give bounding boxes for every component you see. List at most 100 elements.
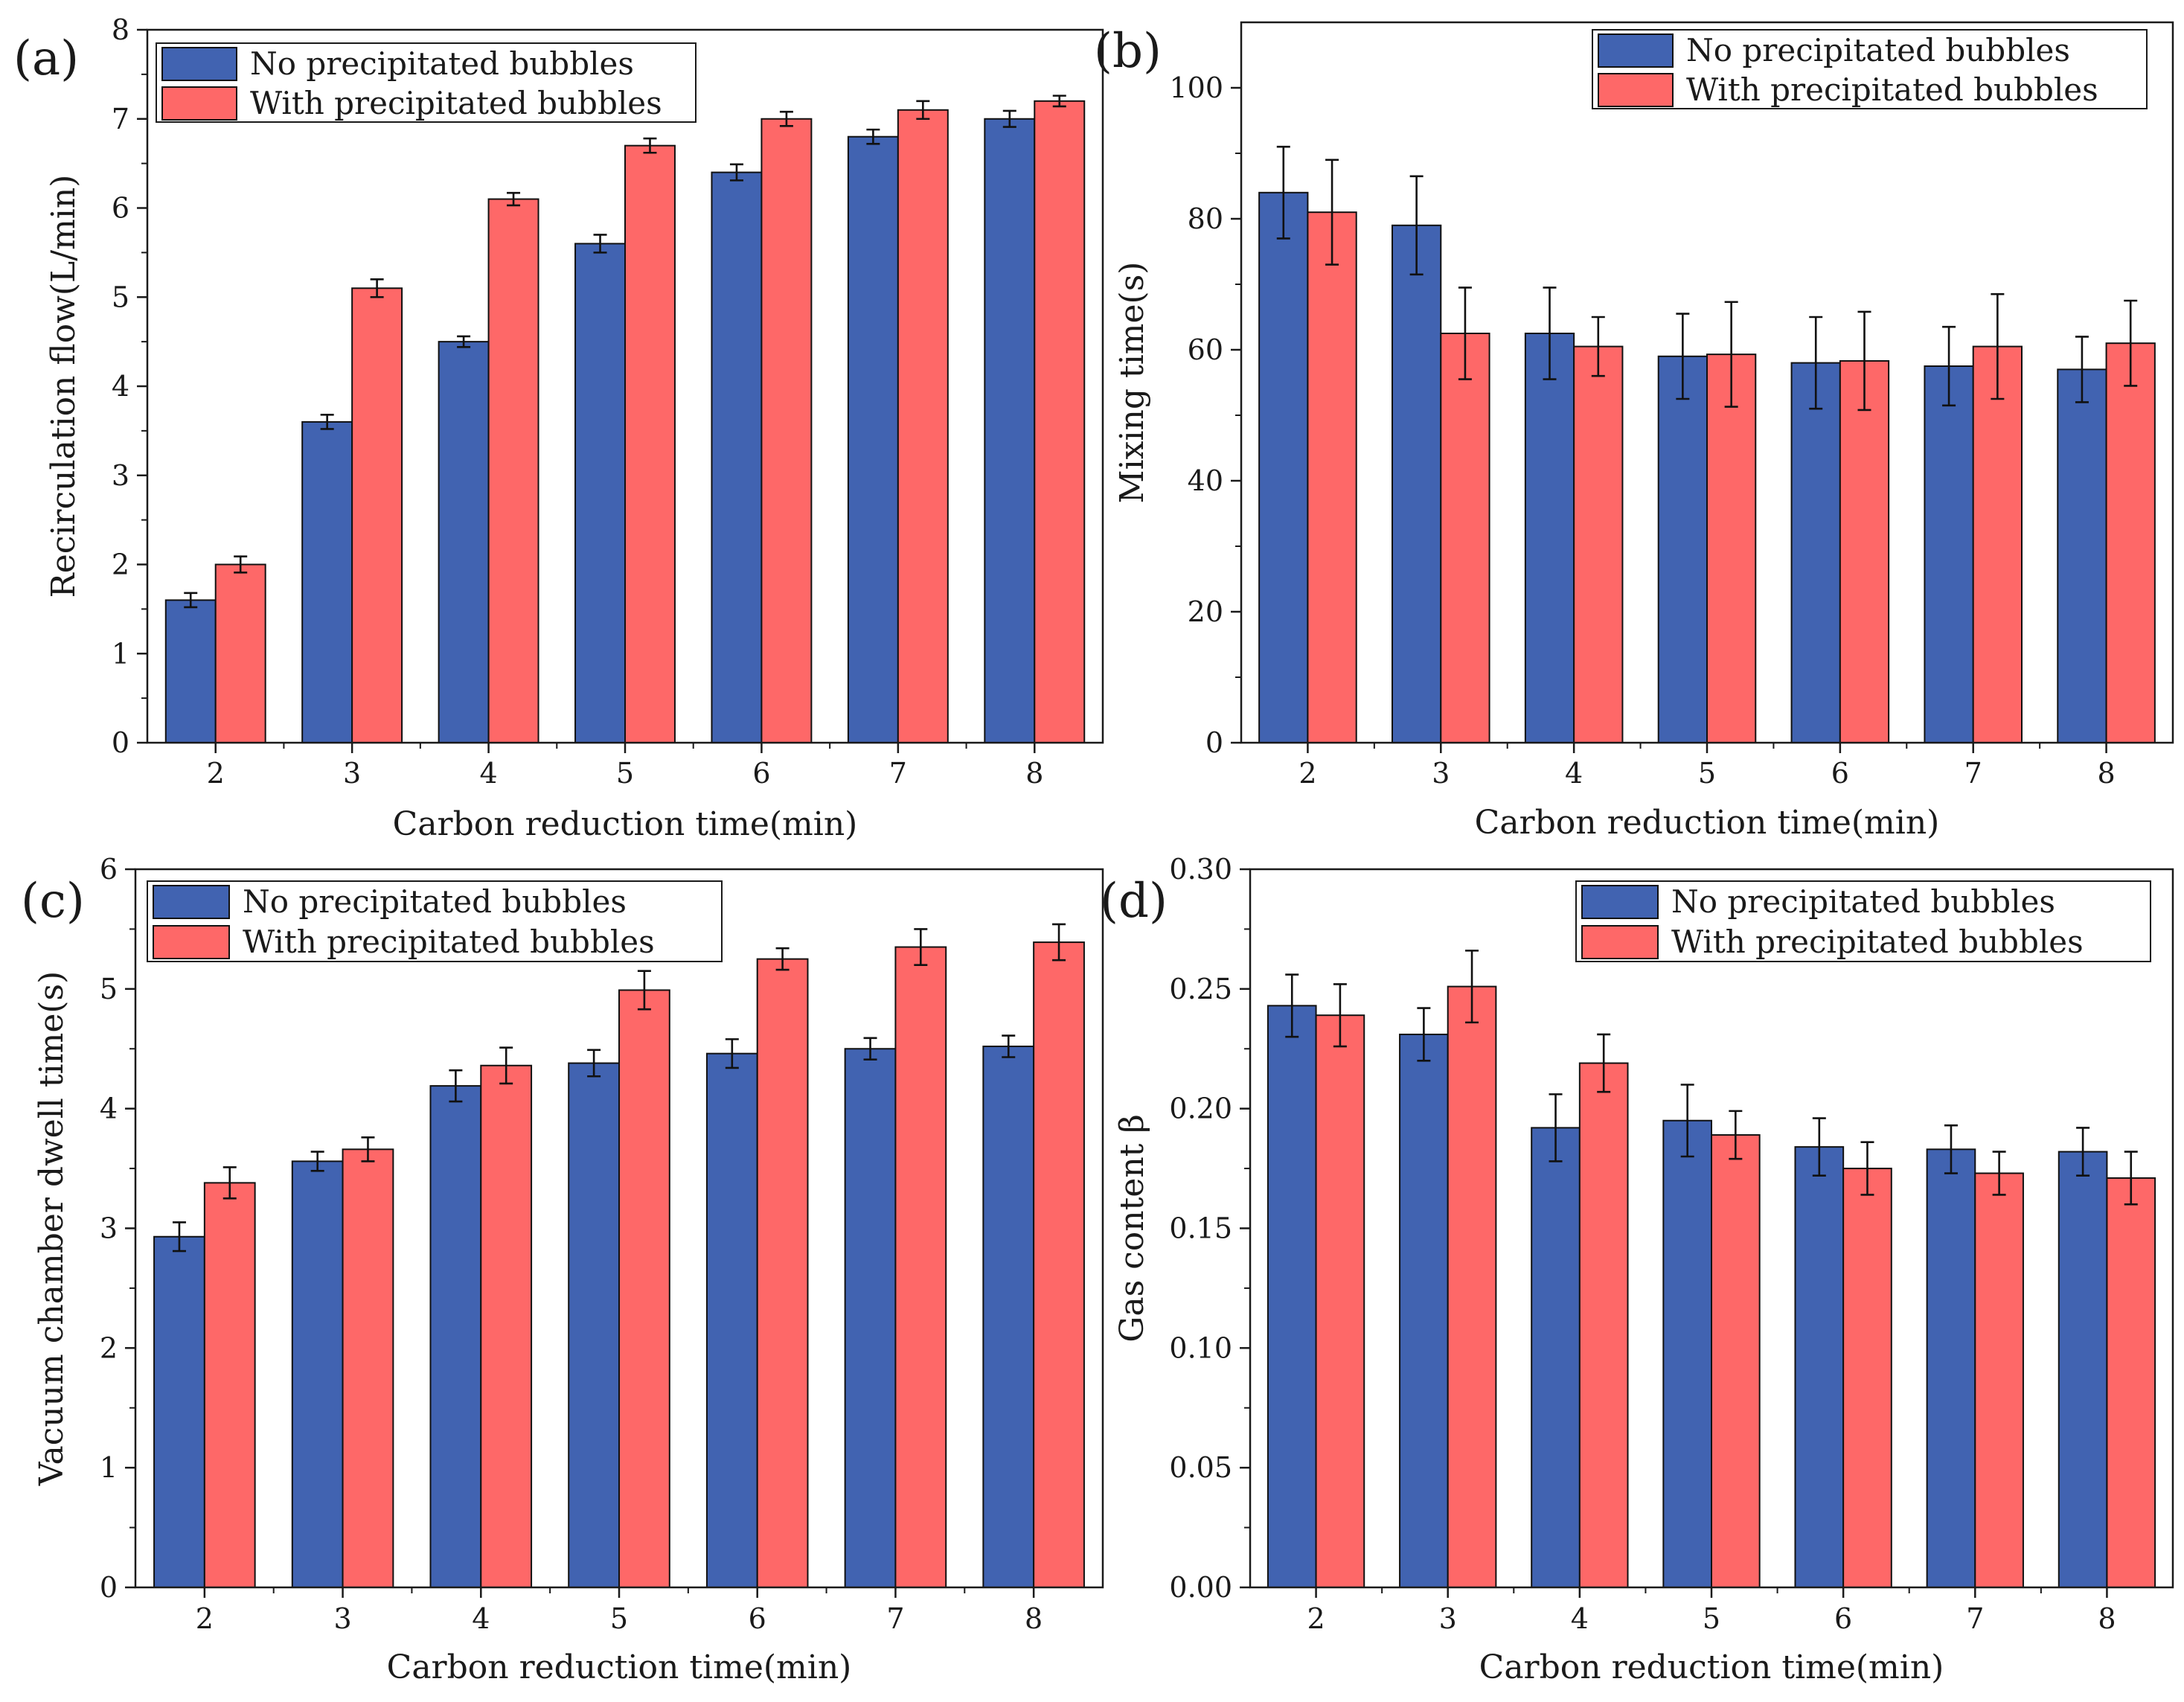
y-tick-label: 4	[100, 1092, 118, 1125]
bar-with-bubbles-6	[760, 118, 813, 743]
error-bar-with-bubbles-7	[1992, 1151, 2006, 1196]
bar-with-bubbles-2	[1307, 211, 1357, 743]
bar-no-bubbles-7	[1926, 1148, 1976, 1588]
error-bar-with-bubbles-5	[1724, 301, 1738, 408]
error-bar-with-bubbles-7	[916, 100, 930, 121]
legend-box	[147, 880, 723, 962]
error-bar-with-bubbles-5	[637, 970, 651, 1011]
x-tick-label: 8	[1025, 757, 1043, 790]
chart-panel-d: (d) 0.00 0.05 0.10 0.15 0.20 0.25 0.30 2 3 4 5 6 7 8 Ca…	[1100, 853, 2174, 1686]
error-bar-no-bubbles-2	[1285, 973, 1299, 1038]
x-axis-title: Carbon reduction time(min)	[1479, 1648, 1944, 1686]
y-tick-label: 40	[1188, 464, 1223, 497]
error-bar-with-bubbles-3	[370, 278, 384, 298]
bar-no-bubbles-5	[568, 1062, 621, 1589]
x-tick-label: 6	[1831, 757, 1849, 790]
bar-no-bubbles-8	[2057, 1151, 2108, 1588]
y-tick-label: 3	[112, 459, 129, 492]
legend-swatch-with-bubbles	[1581, 925, 1659, 959]
bar-with-bubbles-7	[894, 946, 947, 1588]
x-tick-label: 2	[196, 1602, 214, 1635]
error-bar-no-bubbles-8	[2075, 336, 2089, 403]
y-tick-label: 0.05	[1169, 1451, 1232, 1484]
error-bar-with-bubbles-4	[499, 1046, 513, 1085]
x-tick-label: 5	[1703, 1602, 1720, 1635]
x-tick-label: 8	[1025, 1602, 1043, 1635]
bar-no-bubbles-3	[291, 1160, 344, 1588]
x-tick-label: 4	[1571, 1602, 1589, 1635]
chart-panel-c: (c) 0 1 2 3 4 5 6 2 3 4 5 6 7 8 Carbon reduction time(m…	[21, 853, 1104, 1686]
bar-with-bubbles-5	[618, 989, 670, 1588]
legend-swatch-with-bubbles	[161, 86, 237, 121]
error-bar-no-bubbles-8	[1002, 1034, 1016, 1058]
x-tick-label: 4	[479, 757, 497, 790]
y-tick-label: 0.15	[1169, 1212, 1232, 1245]
error-bar-with-bubbles-4	[1591, 316, 1605, 377]
bar-with-bubbles-3	[342, 1148, 394, 1588]
legend: No precipitated bubbles With precipitated…	[1575, 880, 2151, 962]
y-axis-title: Vacuum chamber dwell time(s)	[33, 971, 71, 1487]
legend-swatch-with-bubbles	[1598, 73, 1674, 107]
bar-with-bubbles-8	[2106, 1177, 2156, 1588]
y-tick-label: 6	[112, 192, 129, 225]
error-bar-with-bubbles-2	[234, 555, 248, 574]
error-bar-with-bubbles-5	[643, 137, 657, 154]
panel-label: (d)	[1100, 874, 1168, 929]
x-tick-label: 3	[333, 1602, 351, 1635]
legend-label-no-bubbles: No precipitated bubbles	[250, 45, 634, 82]
bar-with-bubbles-7	[897, 109, 949, 743]
legend-box	[1575, 880, 2151, 962]
error-bar-no-bubbles-2	[184, 592, 198, 609]
y-tick-label: 20	[1188, 595, 1223, 628]
error-bar-no-bubbles-6	[1809, 316, 1823, 410]
legend-label-no-bubbles: No precipitated bubbles	[1671, 883, 2055, 920]
error-bar-no-bubbles-4	[1543, 287, 1557, 380]
x-tick-label: 5	[616, 757, 634, 790]
x-tick-label: 6	[749, 1602, 766, 1635]
error-bar-no-bubbles-7	[1944, 1124, 1958, 1174]
bar-no-bubbles-3	[1392, 224, 1442, 743]
bar-with-bubbles-6	[1842, 1168, 1892, 1589]
bar-with-bubbles-6	[756, 958, 809, 1588]
error-bar-with-bubbles-6	[1857, 310, 1871, 412]
bar-no-bubbles-3	[1399, 1033, 1449, 1588]
bar-no-bubbles-7	[844, 1048, 897, 1588]
error-bar-no-bubbles-5	[593, 234, 607, 254]
y-axis-title: Mixing time(s)	[1113, 262, 1151, 504]
x-tick-label: 2	[1298, 757, 1316, 790]
x-tick-label: 6	[1834, 1602, 1852, 1635]
bar-no-bubbles-4	[429, 1085, 482, 1588]
legend-label-no-bubbles: No precipitated bubbles	[1686, 32, 2070, 68]
error-bar-no-bubbles-4	[449, 1069, 463, 1103]
bar-no-bubbles-6	[1794, 1146, 1845, 1588]
error-bar-no-bubbles-3	[1417, 1007, 1431, 1062]
legend: No precipitated bubbles With precipitated…	[147, 880, 723, 962]
bar-no-bubbles-7	[1924, 365, 1974, 743]
error-bar-with-bubbles-8	[1052, 923, 1066, 962]
error-bar-with-bubbles-3	[1458, 287, 1472, 380]
bar-with-bubbles-4	[480, 1064, 533, 1589]
y-tick-label: 0.10	[1169, 1331, 1232, 1364]
error-bar-with-bubbles-5	[1729, 1110, 1743, 1160]
bar-no-bubbles-5	[1662, 1119, 1712, 1588]
y-tick-label: 100	[1169, 71, 1223, 104]
y-tick-label: 0	[100, 1571, 118, 1604]
error-bar-with-bubbles-8	[2124, 1151, 2138, 1206]
y-tick-label: 6	[100, 853, 118, 886]
error-bar-no-bubbles-6	[729, 163, 743, 182]
error-bar-with-bubbles-6	[1860, 1141, 1874, 1196]
bar-no-bubbles-8	[984, 118, 1036, 743]
bar-no-bubbles-2	[164, 599, 217, 744]
x-tick-label: 7	[886, 1602, 904, 1635]
x-tick-label: 5	[610, 1602, 628, 1635]
x-tick-label: 3	[343, 757, 361, 790]
y-tick-label: 2	[112, 548, 129, 581]
y-tick-label: 4	[112, 370, 129, 403]
y-tick-label: 0.20	[1169, 1092, 1232, 1125]
bar-with-bubbles-4	[487, 198, 539, 743]
bar-no-bubbles-2	[1258, 191, 1309, 743]
x-axis-title: Carbon reduction time(min)	[387, 1648, 852, 1686]
panel-label: (b)	[1094, 24, 1162, 79]
bar-no-bubbles-5	[574, 243, 627, 743]
